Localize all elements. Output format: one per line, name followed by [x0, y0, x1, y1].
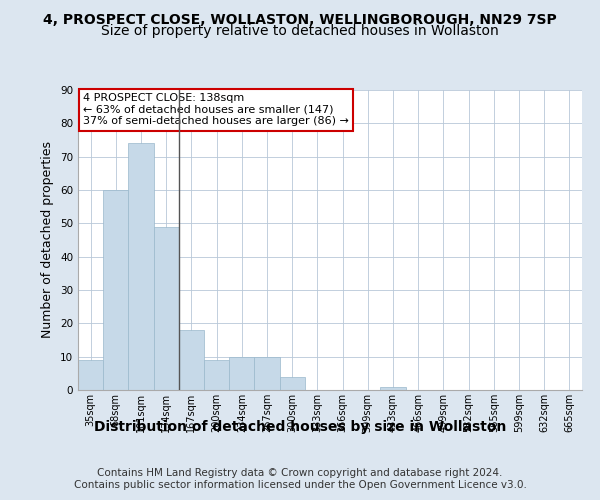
Text: Contains HM Land Registry data © Crown copyright and database right 2024.: Contains HM Land Registry data © Crown c…: [97, 468, 503, 477]
Bar: [179, 330, 204, 390]
Bar: [380, 386, 406, 390]
Y-axis label: Number of detached properties: Number of detached properties: [41, 142, 55, 338]
Text: Contains public sector information licensed under the Open Government Licence v3: Contains public sector information licen…: [74, 480, 526, 490]
Bar: [78, 360, 103, 390]
Bar: [254, 356, 280, 390]
Bar: [204, 360, 229, 390]
Text: Distribution of detached houses by size in Wollaston: Distribution of detached houses by size …: [94, 420, 506, 434]
Text: 4, PROSPECT CLOSE, WOLLASTON, WELLINGBOROUGH, NN29 7SP: 4, PROSPECT CLOSE, WOLLASTON, WELLINGBOR…: [43, 12, 557, 26]
Bar: [229, 356, 254, 390]
Text: Size of property relative to detached houses in Wollaston: Size of property relative to detached ho…: [101, 24, 499, 38]
Text: 4 PROSPECT CLOSE: 138sqm
← 63% of detached houses are smaller (147)
37% of semi-: 4 PROSPECT CLOSE: 138sqm ← 63% of detach…: [83, 93, 349, 126]
Bar: [103, 190, 128, 390]
Bar: [280, 376, 305, 390]
Bar: [154, 226, 179, 390]
Bar: [128, 144, 154, 390]
